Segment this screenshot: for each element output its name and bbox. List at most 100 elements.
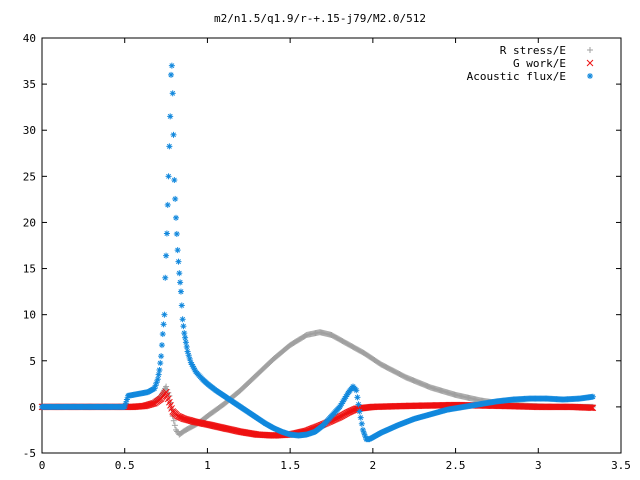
- x-tick-label: 2.5: [446, 459, 466, 472]
- marker-stroke: [167, 113, 173, 119]
- data-point: [179, 316, 186, 323]
- marker-stroke: [182, 335, 188, 341]
- y-tick-label: 5: [29, 355, 36, 368]
- marker-stroke: [173, 215, 179, 221]
- data-point: [159, 331, 166, 338]
- data-point: [168, 71, 175, 78]
- data-point: [174, 247, 181, 254]
- marker-stroke: [180, 323, 186, 329]
- marker-stroke: [155, 376, 161, 382]
- data-point: [587, 404, 595, 412]
- x-tick-label: 2: [370, 459, 377, 472]
- x-tick-label: 0.5: [115, 459, 135, 472]
- marker-stroke: [175, 247, 181, 253]
- marker-stroke: [166, 143, 172, 149]
- data-point: [171, 177, 178, 184]
- x-tick-label: 1.5: [280, 459, 300, 472]
- data-point: [163, 230, 170, 237]
- data-point: [168, 62, 175, 69]
- marker-stroke: [176, 270, 182, 276]
- y-tick-label: 35: [23, 78, 36, 91]
- data-point: [358, 420, 365, 427]
- plot-frame: [41, 37, 622, 454]
- marker-stroke: [157, 367, 162, 373]
- marker-stroke: [356, 401, 361, 407]
- marker-stroke: [178, 289, 184, 295]
- data-point: [170, 417, 177, 424]
- data-point: [354, 394, 361, 401]
- marker-stroke: [158, 353, 164, 359]
- data-point: [158, 342, 165, 349]
- data-point: [182, 339, 189, 346]
- marker-stroke: [182, 415, 189, 423]
- marker-stroke: [174, 231, 180, 237]
- marker-stroke: [587, 404, 595, 412]
- marker-stroke: [186, 352, 192, 358]
- marker-stroke: [164, 231, 170, 236]
- marker-stroke: [185, 349, 191, 355]
- data-point: [162, 274, 169, 281]
- data-point: [163, 252, 170, 259]
- marker-stroke: [166, 398, 173, 406]
- marker-stroke: [164, 395, 172, 403]
- data-point: [168, 406, 175, 413]
- data-point: [166, 143, 173, 150]
- marker-stroke: [168, 72, 174, 78]
- data-point: [353, 387, 360, 394]
- data-point: [157, 360, 164, 367]
- data-point: [177, 288, 184, 295]
- data-point: [183, 343, 190, 350]
- marker-stroke: [184, 416, 191, 424]
- marker-stroke: [180, 316, 186, 322]
- marker-stroke: [187, 356, 193, 362]
- chart-title: m2/n1.5/q1.9/r-+.15-j79/M2.0/512: [214, 12, 426, 25]
- marker-stroke: [167, 401, 174, 409]
- marker-stroke: [354, 394, 360, 400]
- marker-stroke: [162, 275, 168, 281]
- marker-stroke: [166, 173, 172, 179]
- data-point: [154, 376, 161, 383]
- marker-stroke: [183, 416, 190, 423]
- data-point: [163, 383, 170, 390]
- x-tick-label: 3.5: [611, 459, 631, 472]
- marker-stroke: [358, 415, 364, 421]
- data-point: [182, 334, 189, 341]
- marker-stroke: [361, 430, 367, 436]
- marker-stroke: [183, 339, 189, 345]
- data-point: [153, 379, 160, 386]
- data-point: [170, 131, 177, 138]
- x-tick-label: 0: [39, 459, 46, 472]
- series-2: [39, 62, 596, 443]
- data-point: [177, 279, 184, 286]
- marker-stroke: [589, 404, 597, 412]
- marker-stroke: [161, 312, 167, 318]
- marker-stroke: [168, 405, 175, 412]
- y-tick-label: 20: [23, 216, 36, 229]
- marker-stroke: [160, 331, 166, 337]
- marker-stroke: [171, 177, 177, 183]
- series-0: [39, 329, 596, 438]
- data-point: [164, 201, 171, 208]
- data-point: [180, 323, 187, 330]
- data-point: [172, 195, 179, 202]
- marker-stroke: [353, 387, 359, 393]
- marker-stroke: [163, 392, 171, 399]
- marker-stroke: [150, 400, 157, 407]
- y-tick-label: 10: [23, 309, 36, 322]
- marker-stroke: [179, 302, 185, 308]
- data-point: [181, 330, 188, 337]
- marker-stroke: [184, 344, 190, 350]
- data-point: [176, 270, 183, 277]
- marker-stroke: [170, 90, 176, 96]
- data-point: [173, 230, 180, 237]
- data-point: [156, 367, 163, 373]
- marker-stroke: [157, 360, 163, 366]
- data-point: [161, 311, 168, 318]
- data-point: [356, 408, 363, 415]
- marker-stroke: [165, 202, 171, 208]
- marker-stroke: [181, 330, 187, 336]
- y-tick-label: 25: [23, 170, 36, 183]
- data-point: [155, 371, 162, 378]
